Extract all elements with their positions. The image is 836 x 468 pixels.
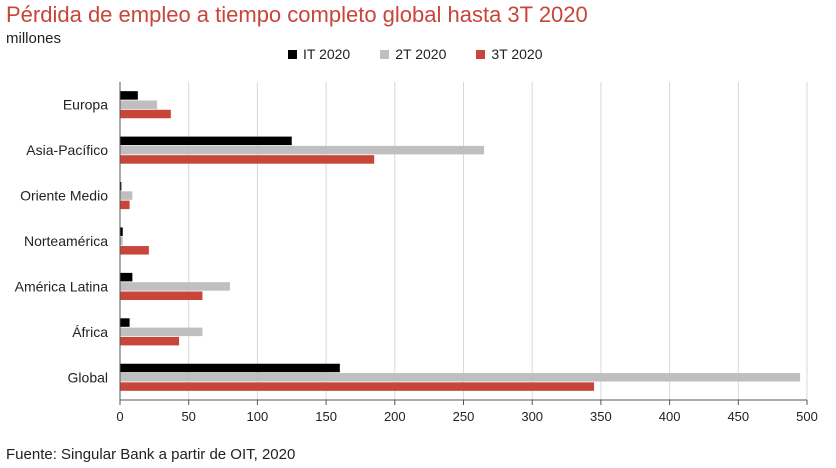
legend-item-series-3: 3T 2020 (476, 46, 542, 62)
chart-title: Pérdida de empleo a tiempo completo glob… (6, 2, 588, 27)
x-tick-label-2: 100 (247, 409, 269, 424)
x-tick-label-5: 250 (453, 409, 475, 424)
legend-swatch-series-1 (288, 49, 297, 59)
category-label-4: América Latina (15, 278, 109, 294)
category-label-3: Norteamérica (24, 233, 108, 249)
bar-1-5 (120, 318, 130, 327)
chart-subtitle: millones (6, 30, 62, 47)
x-tick-label-4: 200 (384, 409, 406, 424)
bar-2-1 (120, 145, 485, 155)
bar-2-0 (120, 100, 158, 109)
bar-2-4 (120, 282, 230, 291)
legend-swatch-series-3 (476, 49, 486, 59)
category-label-1: Asia-Pacífico (26, 142, 108, 158)
bar-3-3 (120, 246, 149, 255)
bar-1-3 (120, 227, 123, 236)
category-label-2: Oriente Medio (20, 188, 108, 204)
x-tick-label-10: 500 (796, 409, 818, 424)
bar-1-4 (120, 272, 133, 282)
x-tick-label-1: 50 (181, 409, 195, 424)
bar-3-2 (120, 200, 130, 210)
bar-1-0 (120, 91, 138, 100)
bar-2-2 (120, 191, 133, 200)
bar-2-3 (120, 236, 123, 246)
bar-2-5 (120, 327, 203, 337)
legend-label-series-1: IT 2020 (303, 46, 351, 62)
bar-3-5 (120, 336, 180, 346)
x-tick-label-0: 0 (116, 409, 123, 424)
bar-1-2 (120, 182, 122, 191)
legend-item-series-2: 2T 2020 (380, 46, 446, 62)
x-tick-label-6: 300 (521, 409, 543, 424)
category-label-6: Global (68, 369, 108, 385)
bar-2-6 (120, 373, 801, 382)
x-tick-label-9: 450 (727, 409, 749, 424)
x-tick-label-8: 400 (659, 409, 681, 424)
legend-item-series-1: IT 2020 (288, 46, 350, 62)
x-tick-label-7: 350 (590, 409, 612, 424)
bar-1-1 (120, 136, 292, 146)
category-label-0: Europa (63, 97, 108, 113)
chart-source: Fuente: Singular Bank a partir de OIT, 2… (6, 446, 296, 463)
bar-3-1 (120, 155, 375, 164)
x-tick-label-3: 150 (315, 409, 337, 424)
category-label-5: África (72, 324, 108, 340)
legend-label-series-2: 2T 2020 (395, 46, 447, 62)
bar-3-6 (120, 382, 595, 391)
bar-3-0 (120, 109, 171, 119)
chart-legend: IT 2020 2T 2020 3T 2020 (288, 46, 542, 62)
legend-swatch-series-2 (380, 49, 390, 59)
bar-1-6 (120, 363, 340, 373)
bar-3-4 (120, 291, 203, 300)
legend-label-series-3: 3T 2020 (491, 46, 543, 62)
